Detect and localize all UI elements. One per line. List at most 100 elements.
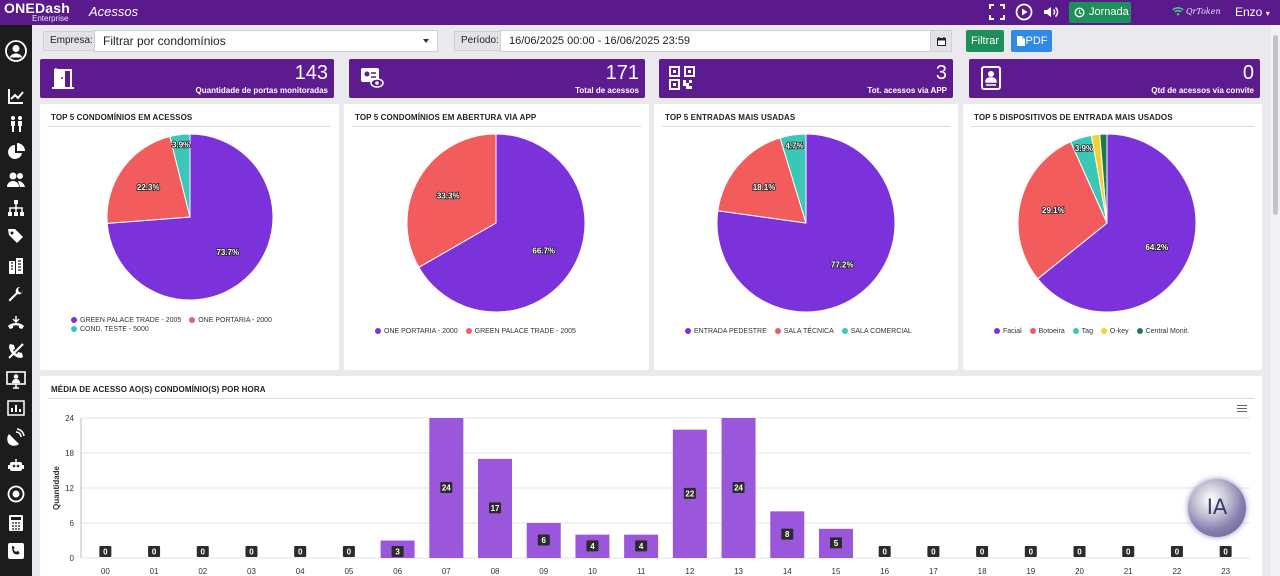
legend-item[interactable]: SALA TÉCNICA <box>774 327 834 336</box>
caret-down-icon <box>423 39 429 43</box>
pie-legend: GREEN PALACE TRADE - 2005 ONE PORTARIA -… <box>71 316 311 334</box>
data-label-badge <box>1073 546 1086 557</box>
data-label-badge <box>489 502 502 514</box>
panel-title: TOP 5 ENTRADAS MAIS USADAS <box>665 113 796 122</box>
bar-data-label: 24 <box>442 484 451 493</box>
filter-button[interactable]: Filtrar <box>966 30 1004 52</box>
data-label-badge <box>294 546 307 557</box>
monitor-user-icon[interactable] <box>5 369 27 391</box>
legend-label: Tag <box>1081 328 1093 335</box>
page-scrollbar[interactable] <box>1271 25 1280 576</box>
pie-slice[interactable] <box>406 133 497 269</box>
legend-item[interactable]: ENTRADA PEDESTRE <box>685 327 767 336</box>
jornada-button[interactable]: Jornada <box>1069 2 1131 23</box>
qrtoken-link[interactable]: QrToken <box>1172 7 1221 16</box>
pie-slice[interactable] <box>779 133 807 224</box>
panel-title: TOP 5 DISPOSITIVOS DE ENTRADA MAIS USADO… <box>974 113 1173 122</box>
legend-item[interactable]: O-key <box>1100 327 1129 336</box>
sitemap-icon[interactable] <box>5 197 27 219</box>
legend-label: GREEN PALACE TRADE - 2005 <box>474 328 576 335</box>
legend-item[interactable]: SALA COMERCIAL <box>841 327 912 336</box>
phone-route-icon[interactable] <box>5 312 27 334</box>
kpi-portas-monitoradas: 143 Quantidade de portas monitoradas <box>40 59 334 98</box>
ia-assistant-button[interactable]: IA <box>1188 479 1246 537</box>
x-tick-label: 19 <box>1026 567 1035 576</box>
pie-data-label: 66.7% <box>532 247 555 256</box>
logo-text: ONEDash <box>4 0 70 16</box>
legend-label: ONE PORTARIA - 2000 <box>384 328 458 335</box>
x-tick-label: 20 <box>1075 567 1084 576</box>
bar-data-label: 0 <box>882 548 887 557</box>
x-tick-label: 16 <box>880 567 889 576</box>
legend-item[interactable]: GREEN PALACE TRADE - 2005 <box>71 316 181 325</box>
phone-slash-icon[interactable] <box>5 340 27 362</box>
fullscreen-icon[interactable] <box>988 3 1006 21</box>
tags-icon[interactable] <box>5 225 27 247</box>
wrench-icon[interactable] <box>5 284 27 306</box>
chart-menu-icon[interactable] <box>1237 405 1247 414</box>
data-label-badge <box>781 528 794 540</box>
calendar-button[interactable] <box>930 30 952 52</box>
pie-slice[interactable] <box>418 133 586 313</box>
data-label-badge <box>1219 546 1232 557</box>
pie-data-label: 73.7% <box>216 248 239 257</box>
pie-slice[interactable] <box>1017 141 1108 280</box>
scrollbar-thumb[interactable] <box>1273 35 1278 215</box>
x-tick-label: 23 <box>1221 567 1230 576</box>
page-title: Acessos <box>89 4 139 19</box>
play-icon[interactable] <box>1015 3 1033 21</box>
legend-item[interactable]: Central Monit. <box>1136 327 1189 336</box>
pie-chart: 77.2% 18.1% 4.7% <box>716 133 896 313</box>
kpi-value: 0 <box>1242 62 1254 84</box>
line-chart-icon[interactable] <box>5 85 27 107</box>
app-logo[interactable]: ONEDash Enterprise <box>4 0 76 25</box>
pie-slice[interactable] <box>169 133 191 218</box>
data-label-badge <box>683 487 696 499</box>
x-tick-label: 22 <box>1172 567 1181 576</box>
globe-icon[interactable] <box>5 483 27 505</box>
legend-item[interactable]: Facial <box>994 327 1022 336</box>
kpi-label: Quantidade de portas monitoradas <box>195 86 328 95</box>
user-menu[interactable]: Enzo ▾ <box>1235 5 1270 21</box>
pie-slice[interactable] <box>106 135 191 224</box>
ia-badge-label: IA <box>1206 495 1228 519</box>
phone-box-icon[interactable] <box>5 540 27 562</box>
bar-data-label: 0 <box>152 548 157 557</box>
legend-dot <box>1100 328 1107 334</box>
legend-item[interactable]: ONE PORTARIA - 2000 <box>189 316 272 325</box>
people-walking-icon[interactable] <box>5 113 27 135</box>
x-tick-label: 10 <box>588 567 597 576</box>
pie-data-label: 18.1% <box>753 183 776 192</box>
legend-label: COND. TESTE - 5000 <box>80 326 149 333</box>
bar-data-label: 3 <box>395 548 400 557</box>
robot-icon[interactable] <box>5 455 27 477</box>
users-icon[interactable] <box>5 169 27 191</box>
empresa-select[interactable]: Filtrar por condomínios <box>94 30 438 52</box>
periodo-input[interactable]: 16/06/2025 00:00 - 16/06/2025 23:59 <box>500 30 931 52</box>
legend-item[interactable]: ONE PORTARIA - 2000 <box>375 327 458 336</box>
user-circle-icon[interactable] <box>5 40 27 62</box>
bar-data-label: 0 <box>249 548 254 557</box>
y-tick-label: 6 <box>70 519 75 528</box>
pie-slice[interactable] <box>1037 133 1197 313</box>
calculator-icon[interactable] <box>5 512 27 534</box>
satellite-icon[interactable] <box>5 426 27 448</box>
x-tick-label: 14 <box>783 567 792 576</box>
bar-chart-icon[interactable] <box>5 397 27 419</box>
building-icon[interactable] <box>5 255 27 277</box>
pdf-button[interactable]: PDF <box>1011 30 1052 52</box>
legend-item[interactable]: COND. TESTE - 5000 <box>71 325 149 334</box>
pie-data-label: 3.9% <box>1075 144 1093 153</box>
pie-chart-icon[interactable] <box>5 141 27 163</box>
pie-slice[interactable] <box>1099 133 1108 224</box>
legend-item[interactable]: GREEN PALACE TRADE - 2005 <box>465 327 576 336</box>
legend-label: ENTRADA PEDESTRE <box>694 328 767 335</box>
pie-data-label: 22.3% <box>137 183 160 192</box>
legend-dot <box>774 328 781 334</box>
legend-item[interactable]: Botoeira <box>1029 327 1065 336</box>
legend-item[interactable]: Tag <box>1072 327 1093 336</box>
x-tick-label: 07 <box>442 567 451 576</box>
data-label-badge <box>976 546 989 557</box>
volume-icon[interactable] <box>1042 3 1060 21</box>
pie-slice[interactable] <box>717 137 807 224</box>
